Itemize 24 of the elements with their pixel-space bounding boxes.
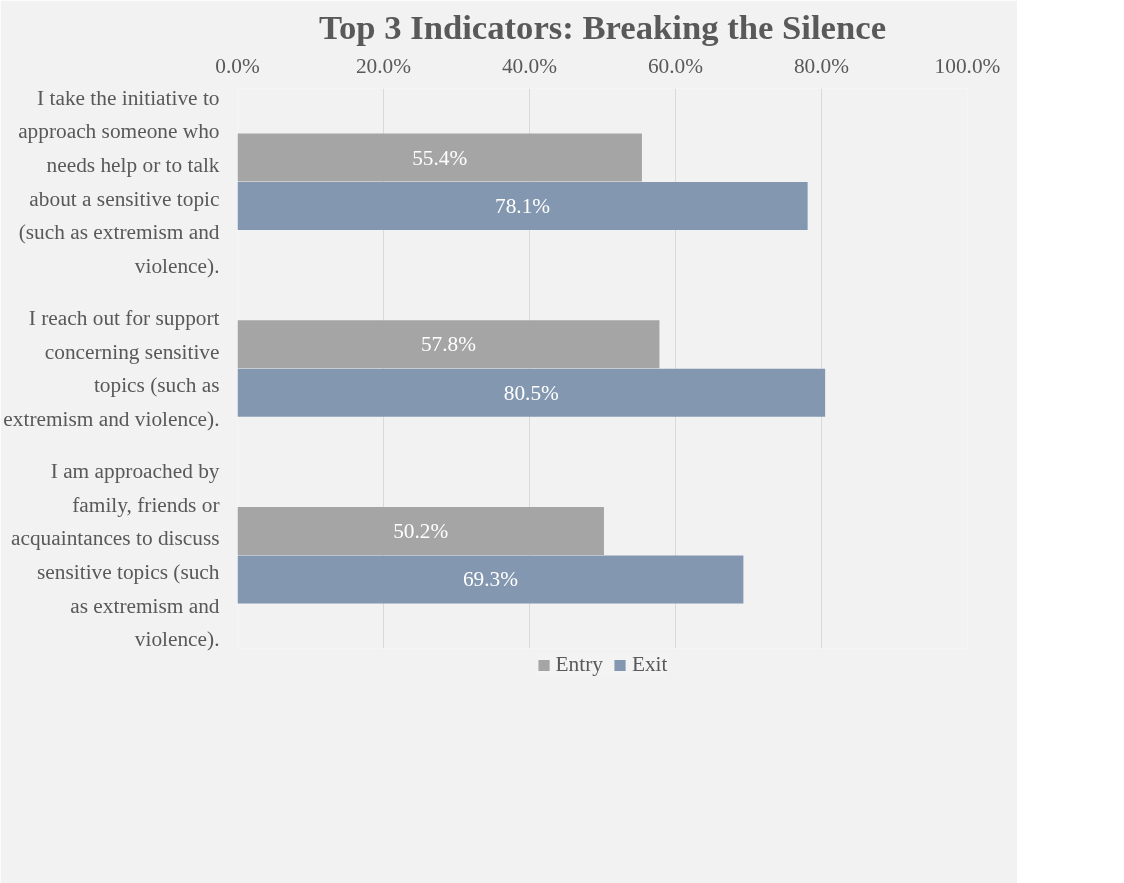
data-label: 80.5% (503, 380, 560, 405)
y-tick-label: I reach out for support concerning sensitive topics (such as extremism and violence). (3, 306, 220, 431)
y-tick-label: I take the initiative to approach someone who needs help or to talk about a sensitive topic (such as extremism and violence). (18, 85, 220, 278)
x-tick-label: 80.0% (793, 53, 850, 78)
bar (237, 555, 744, 604)
data-label: 69.3% (462, 567, 519, 592)
legend-label: Exit (631, 652, 668, 677)
data-label: 78.1% (495, 194, 551, 219)
x-tick-label: 0.0% (215, 53, 260, 78)
bar (237, 506, 604, 555)
bar (237, 320, 660, 369)
x-tick-label: 20.0% (355, 53, 412, 78)
x-tick-label: 60.0% (647, 53, 704, 78)
x-tick-label: 100.0% (934, 53, 1001, 78)
chart-title: Top 3 Indicators: Breaking the Silence (318, 7, 887, 46)
x-tick-label: 40.0% (501, 53, 558, 78)
bar (237, 133, 642, 182)
legend-label: Entry (555, 652, 603, 677)
bar (237, 368, 826, 417)
data-label: 50.2% (393, 518, 449, 543)
y-tick-label: I am approached by family, friends or acquaintances to discuss sensitive topics (such as extremism and violence). (11, 459, 220, 652)
data-label: 55.4% (412, 145, 468, 170)
bar (237, 182, 808, 231)
data-label: 57.8% (420, 332, 477, 357)
